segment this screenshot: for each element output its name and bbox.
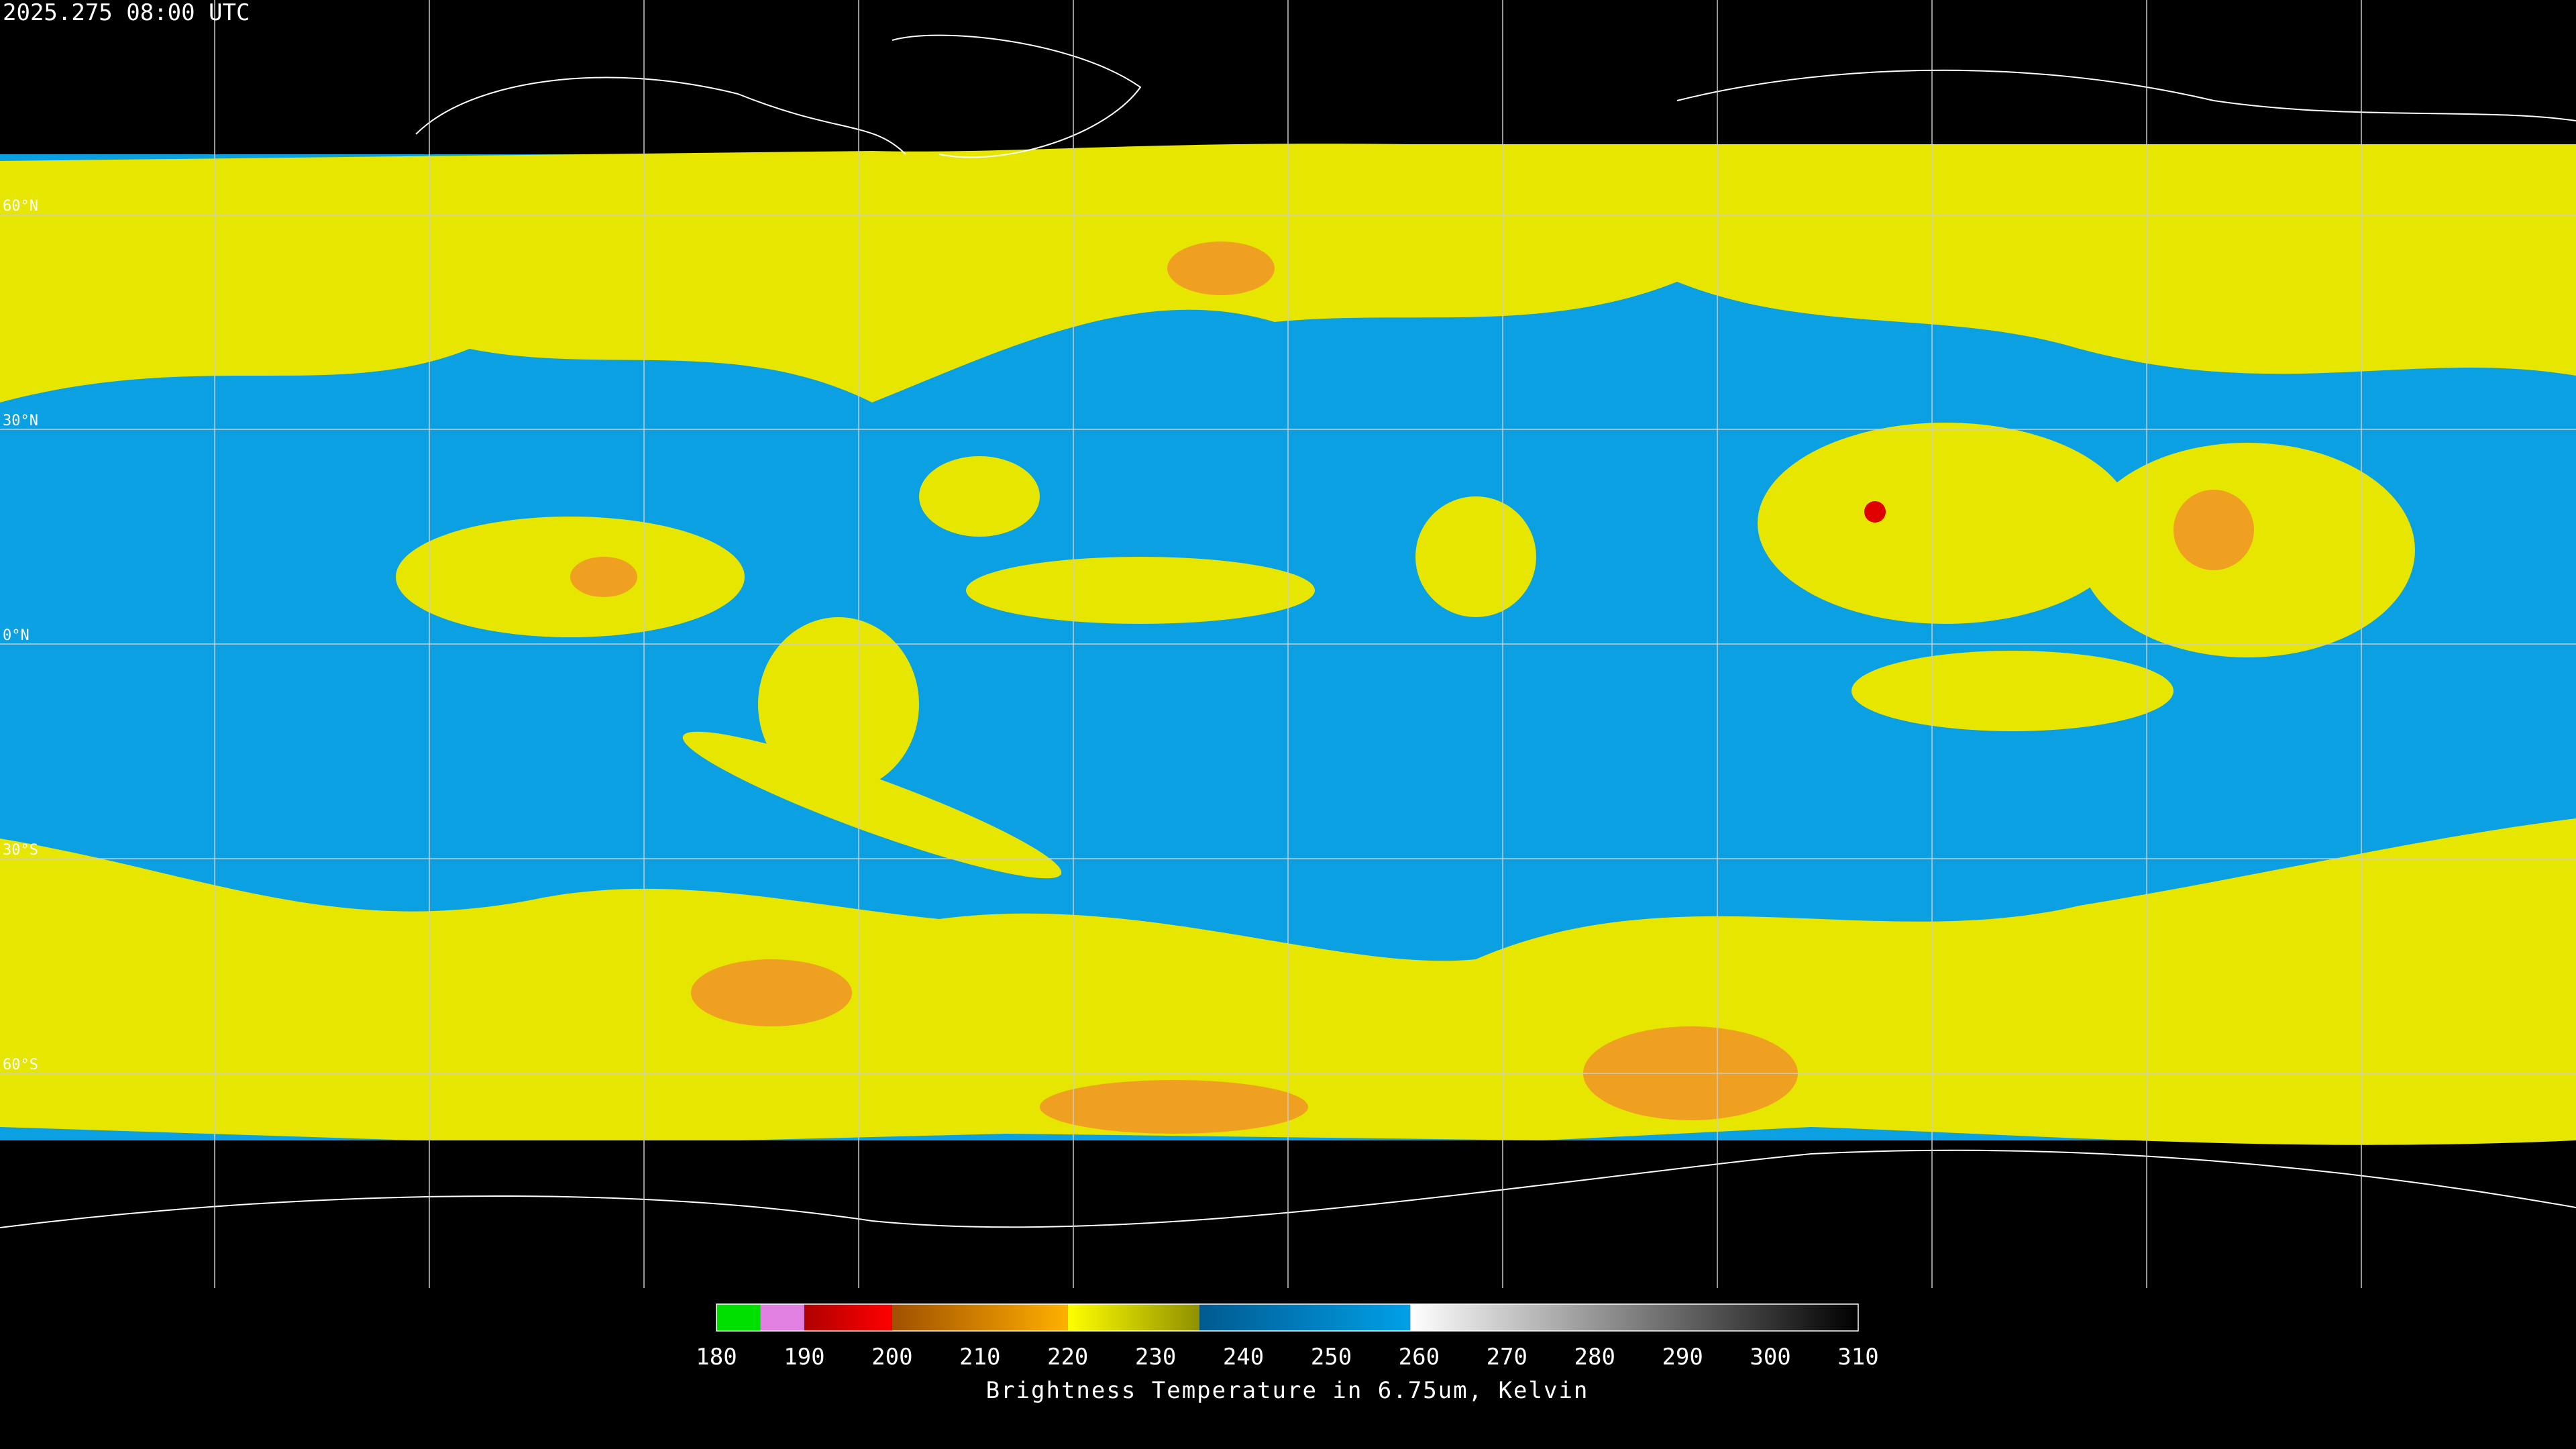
colorbar-segment (1410, 1304, 1858, 1331)
colorbar-tick-label: 210 (959, 1344, 1000, 1371)
latitude-label: 30°S (3, 842, 38, 859)
colorbar-segment (1067, 1304, 1200, 1331)
timestamp: 2025.275 08:00 UTC (3, 0, 250, 26)
colorbar-segment (760, 1304, 804, 1331)
colorbar-tick-label: 310 (1837, 1344, 1878, 1371)
colorbar-label: Brightness Temperature in 6.75um, Kelvin (986, 1377, 1589, 1404)
colorbar-tick-label: 260 (1399, 1344, 1440, 1371)
latitude-label: 60°N (3, 198, 38, 215)
colorbar-tick-label: 290 (1662, 1344, 1703, 1371)
colorbar-tick-label: 180 (696, 1344, 737, 1371)
graticule: 60°N 30°N 0°N 30°S 60°S (0, 0, 2576, 1288)
colorbar-tick-label: 300 (1750, 1344, 1790, 1371)
colorbar: 180 190 200 210 220 230 240 250 260 270 280 290 300 3… (696, 1303, 1879, 1371)
colorbar-tick-label: 250 (1311, 1344, 1352, 1371)
colorbar-tick-label: 200 (871, 1344, 912, 1371)
colorbar-segment (1199, 1304, 1411, 1331)
colorbar-segment (716, 1304, 761, 1331)
colorbar-tick-label: 230 (1135, 1344, 1176, 1371)
colorbar-tick-label: 280 (1574, 1344, 1615, 1371)
convective-core (1864, 501, 1886, 523)
colorbar-tick-label: 270 (1487, 1344, 1527, 1371)
latitude-label: 30°N (3, 413, 38, 429)
coastlines (0, 34, 2576, 1228)
latitude-label: 0°N (3, 627, 30, 644)
colorbar-frame (716, 1303, 1859, 1332)
latitude-label: 60°S (3, 1057, 38, 1073)
colorbar-tick-label: 190 (784, 1344, 824, 1371)
colorbar-tick-label: 220 (1047, 1344, 1088, 1371)
colorbar-segment (892, 1304, 1068, 1331)
tropical-clouds (396, 423, 2415, 879)
colorbar-tick-label: 240 (1223, 1344, 1264, 1371)
colorbar-segment (804, 1304, 892, 1331)
